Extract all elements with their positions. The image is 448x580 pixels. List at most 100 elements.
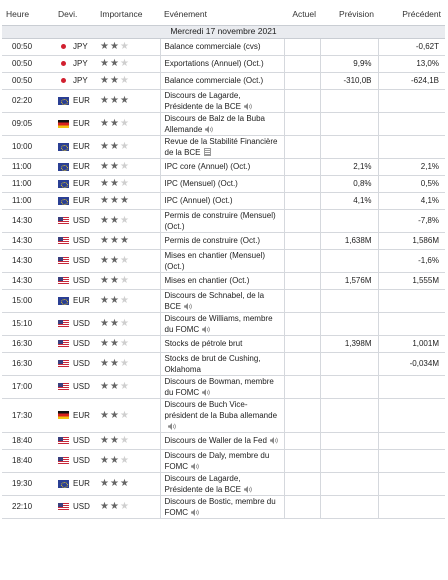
event-cell: Discours de Bostic, membre du FOMC — [159, 495, 285, 519]
event-name[interactable]: Stocks de brut de Cushing, Oklahoma — [164, 353, 261, 374]
previous-value: -7,8% — [377, 209, 445, 233]
event-name[interactable]: IPC (Mensuel) (Oct.) — [164, 179, 238, 188]
table-row[interactable]: 00:50 JPY ★★★ Balance commerciale (cvs) -0,6… — [2, 38, 445, 56]
table-row[interactable]: 14:30 USD ★★★ Permis de construire (Mensuel… — [2, 209, 445, 233]
table-row[interactable]: 16:30 USD ★★★ Stocks de pétrole brut 1,398M 1… — [2, 335, 445, 353]
event-name[interactable]: Permis de construire (Mensuel) (Oct.) — [164, 210, 276, 231]
forecast-value: 9,9% — [319, 55, 378, 73]
table-row[interactable]: 15:10 USD ★★★ Discours de Williams, membre … — [2, 312, 445, 336]
currency-code: EUR — [73, 142, 90, 151]
currency: USD — [58, 235, 92, 246]
actual-value — [284, 38, 320, 56]
star-icon: ★ — [119, 235, 130, 246]
event-name[interactable]: IPC (Annuel) (Oct.) — [164, 196, 233, 205]
table-row[interactable]: 18:40 USD ★★★ Discours de Waller de la Fed — [2, 432, 445, 450]
speaker-icon — [167, 422, 176, 430]
table-row[interactable]: 14:30 USD ★★★ Mises en chantier (Mensuel) (… — [2, 249, 445, 273]
previous-value: 13,0% — [377, 55, 445, 73]
actual-value — [284, 232, 320, 250]
currency-cell: USD — [54, 432, 96, 450]
table-row[interactable]: 10:00 EUR ★★★ Revue de la Stabilité Financi… — [2, 135, 445, 159]
currency-cell: JPY — [54, 55, 96, 73]
event-name[interactable]: Discours de Balz de la Buba Allemande — [164, 113, 266, 134]
table-row[interactable]: 02:20 EUR ★★★ Discours de Lagarde, Présiden… — [2, 89, 445, 113]
event-time: 14:30 — [2, 232, 54, 250]
star-icon: ★ — [100, 381, 110, 392]
event-name[interactable]: Permis de construire (Oct.) — [164, 236, 261, 245]
event-name[interactable]: Discours de Bowman, membre du FOMC — [164, 376, 274, 397]
currency: USD — [58, 435, 92, 446]
header-currency[interactable]: Devi. — [54, 3, 96, 26]
usa-flag-icon — [58, 359, 69, 368]
header-event[interactable]: Evénement — [160, 3, 284, 26]
table-row[interactable]: 18:40 USD ★★★ Discours de Daly, membre du F… — [2, 449, 445, 473]
eu-flag-icon — [58, 142, 69, 151]
star-icon: ★ — [100, 435, 110, 446]
importance-cell: ★★★ — [96, 158, 160, 176]
table-row[interactable]: 16:30 USD ★★★ Stocks de brut de Cushing, Ok… — [2, 352, 445, 376]
importance-stars: ★★★ — [100, 455, 130, 466]
table-row[interactable]: 22:10 USD ★★★ Discours de Bostic, membre du… — [2, 495, 445, 519]
table-row[interactable]: 00:50 JPY ★★★ Balance commerciale (Oct.) -31… — [2, 72, 445, 90]
table-row[interactable]: 11:00 EUR ★★★ IPC core (Annuel) (Oct.) 2,1% 2… — [2, 158, 445, 176]
actual-value — [284, 175, 320, 193]
star-icon: ★ — [109, 41, 120, 52]
table-row[interactable]: 19:30 EUR ★★★ Discours de Lagarde, Présiden… — [2, 472, 445, 496]
currency-cell: USD — [54, 375, 96, 399]
event-name[interactable]: Mises en chantier (Oct.) — [164, 276, 250, 285]
event-time: 22:10 — [2, 495, 54, 519]
event-cell: Balance commerciale (cvs) — [159, 38, 285, 56]
header-actual[interactable]: Actuel — [284, 3, 320, 26]
table-row[interactable]: 00:50 JPY ★★★ Exportations (Annuel) (Oct.) 9… — [2, 55, 445, 73]
event-name[interactable]: Discours de Williams, membre du FOMC — [164, 313, 273, 334]
table-row[interactable]: 14:30 USD ★★★ Mises en chantier (Oct.) 1,576… — [2, 272, 445, 290]
currency: EUR — [58, 178, 92, 189]
importance-cell: ★★★ — [96, 272, 160, 290]
forecast-value — [319, 135, 378, 159]
currency-code: USD — [73, 236, 90, 245]
event-name[interactable]: Discours de Waller de la Fed — [164, 436, 267, 445]
previous-value: -1,6% — [377, 249, 445, 273]
event-name[interactable]: Mises en chantier (Mensuel) (Oct.) — [164, 250, 265, 271]
star-icon: ★ — [100, 141, 110, 152]
event-name[interactable]: Discours de Bostic, membre du FOMC — [164, 496, 276, 517]
currency-code: EUR — [73, 410, 90, 420]
star-icon: ★ — [109, 215, 120, 226]
currency-code: JPY — [73, 59, 88, 68]
header-time[interactable]: Heure — [2, 3, 54, 26]
importance-stars: ★★★ — [100, 338, 130, 349]
speaker-icon — [244, 102, 252, 110]
star-icon: ★ — [100, 409, 110, 421]
table-row[interactable]: 17:30 EUR ★★★ Discours de Buch Vice-préside… — [2, 398, 445, 433]
previous-value — [377, 375, 445, 399]
header-previous[interactable]: Précédent — [378, 3, 445, 26]
event-name[interactable]: Balance commerciale (Oct.) — [164, 76, 264, 85]
table-row[interactable]: 15:00 EUR ★★★ Discours de Schnabel, de la B… — [2, 289, 445, 313]
event-name[interactable]: Discours de Lagarde, Présidente de la BC… — [164, 473, 242, 494]
actual-value — [284, 472, 320, 496]
event-name[interactable]: Stocks de pétrole brut — [164, 339, 243, 348]
event-name[interactable]: Discours de Daly, membre du FOMC — [164, 450, 270, 471]
table-row[interactable]: 14:30 USD ★★★ Permis de construire (Oct.) 1,… — [2, 232, 445, 250]
importance-stars: ★★★ — [100, 435, 130, 446]
table-row[interactable]: 17:00 USD ★★★ Discours de Bowman, membre du… — [2, 375, 445, 399]
event-name[interactable]: Exportations (Annuel) (Oct.) — [164, 59, 264, 68]
event-name[interactable]: Discours de Buch Vice-président de la Bu… — [164, 399, 278, 420]
table-row[interactable]: 11:00 EUR ★★★ IPC (Annuel) (Oct.) 4,1% 4,1% — [2, 192, 445, 210]
currency-cell: USD — [54, 249, 96, 273]
header-forecast[interactable]: Prévision — [320, 3, 378, 26]
event-name[interactable]: Discours de Schnabel, de la BCE — [164, 290, 265, 311]
table-row[interactable]: 11:00 EUR ★★★ IPC (Mensuel) (Oct.) 0,8% 0,5% — [2, 175, 445, 193]
currency: USD — [58, 318, 92, 329]
event-name[interactable]: Revue de la Stabilité Financière de la B… — [164, 136, 278, 157]
event-name[interactable]: IPC core (Annuel) (Oct.) — [164, 162, 251, 171]
header-importance[interactable]: Importance — [96, 3, 160, 26]
importance-cell: ★★★ — [96, 38, 160, 56]
event-name[interactable]: Discours de Lagarde, Présidente de la BC… — [164, 90, 242, 111]
star-icon: ★ — [100, 275, 110, 286]
table-row[interactable]: 09:05 EUR ★★★ Discours de Balz de la Buba A… — [2, 112, 445, 136]
actual-value — [284, 398, 320, 433]
importance-stars: ★★★ — [100, 215, 130, 226]
event-name[interactable]: Balance commerciale (cvs) — [164, 42, 261, 51]
previous-value — [377, 135, 445, 159]
